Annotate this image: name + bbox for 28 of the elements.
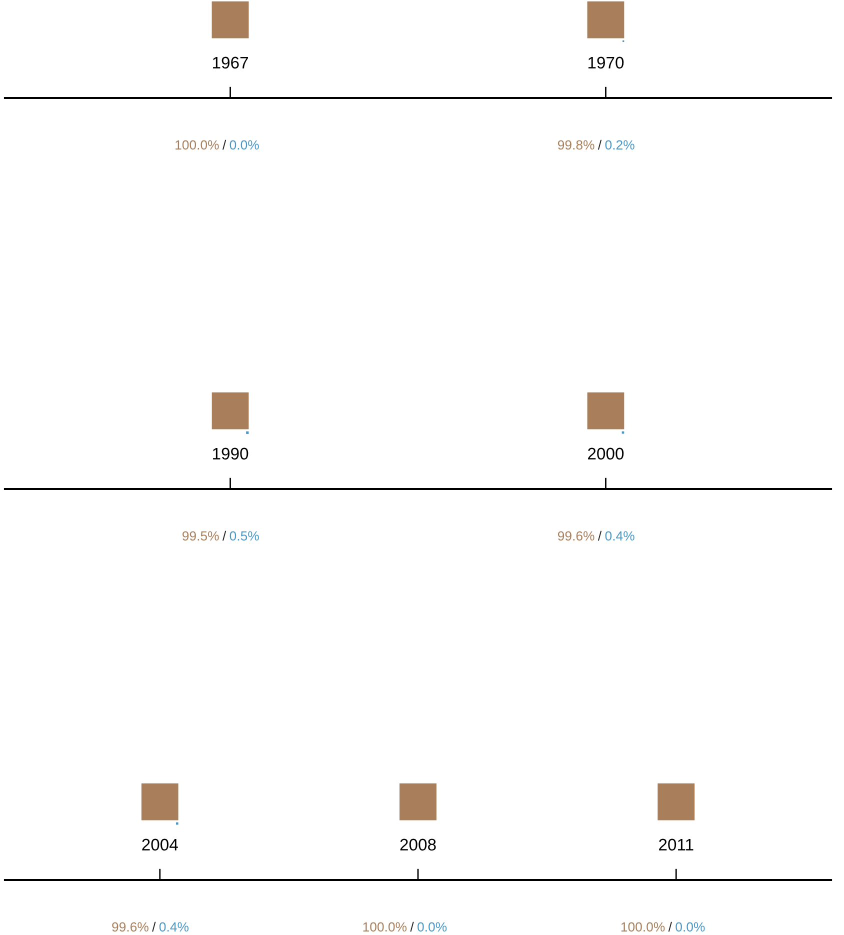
text: / (152, 922, 156, 932)
data-label: 0.4% (159, 922, 189, 932)
category-label: 2000 (588, 448, 624, 460)
data-label: 0.0% (418, 922, 447, 932)
category-label: 2011 (659, 838, 694, 851)
data-label: 0.0% (230, 140, 259, 150)
category-label: 2008 (400, 838, 436, 851)
text: / (598, 530, 602, 541)
data-label: 99.6% (558, 531, 594, 541)
category-label: 1990 (213, 448, 248, 460)
data-label: 0.0% (676, 922, 705, 932)
category-label: 1970 (588, 56, 624, 69)
text: / (410, 922, 414, 932)
data-label: 99.5% (182, 531, 219, 541)
category-label: 1967 (213, 56, 248, 69)
text: / (598, 140, 602, 150)
text: / (668, 922, 672, 932)
data-label: 0.5% (230, 531, 259, 541)
text: / (222, 140, 226, 150)
data-label: 99.6% (112, 922, 148, 932)
data-label: 99.8% (558, 140, 594, 150)
category-label: 2004 (142, 838, 178, 851)
data-label: 0.2% (605, 140, 634, 150)
data-label: 100.0% (176, 140, 219, 150)
data-label: 0.4% (605, 531, 634, 541)
text: / (222, 530, 226, 541)
data-label: 100.0% (363, 922, 407, 932)
data-label: 100.0% (621, 922, 665, 932)
